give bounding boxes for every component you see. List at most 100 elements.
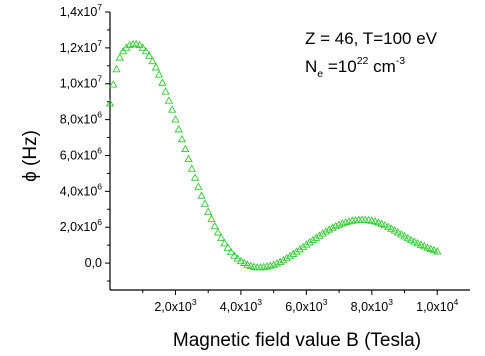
data-point <box>341 218 350 226</box>
data-point <box>344 217 354 225</box>
data-point <box>220 238 229 247</box>
data-point <box>207 214 216 223</box>
data-point <box>262 262 272 270</box>
x-tick-label: 4,0x103 <box>220 297 263 314</box>
data-point <box>413 238 422 247</box>
data-point <box>429 245 439 254</box>
plot-axes <box>109 12 470 291</box>
data-point <box>213 228 223 236</box>
data-point <box>226 247 236 256</box>
x-tick-label: 1,0x104 <box>416 297 459 314</box>
data-point <box>190 173 200 181</box>
y-tick-label: 8,0x106 <box>60 110 103 127</box>
data-point <box>151 63 160 71</box>
data-point <box>420 241 429 250</box>
data-point <box>308 235 318 243</box>
data-point <box>240 258 249 266</box>
data-point <box>210 221 219 230</box>
data-point <box>266 261 275 269</box>
data-point <box>187 164 196 172</box>
data-point <box>416 240 426 248</box>
data-points <box>105 39 442 271</box>
data-point <box>423 243 432 251</box>
annotation-density-exponent: 22 <box>357 55 369 67</box>
annotation-n-symbol: N <box>305 57 317 76</box>
data-point <box>109 80 118 88</box>
data-point <box>236 256 246 265</box>
x-tick-label: 6,0x103 <box>285 297 328 314</box>
data-point <box>426 244 435 252</box>
data-point <box>243 260 252 268</box>
data-point <box>403 233 412 242</box>
data-point <box>125 40 134 49</box>
data-point <box>217 233 226 241</box>
data-point <box>115 53 124 61</box>
data-point <box>158 78 167 86</box>
data-point <box>164 96 174 104</box>
data-point <box>285 251 295 260</box>
data-point <box>145 51 154 59</box>
data-point <box>148 56 157 65</box>
data-point <box>194 182 203 190</box>
data-point <box>174 124 183 133</box>
data-point <box>230 251 239 259</box>
data-point <box>112 64 121 73</box>
annotation-density-value: =10 <box>323 57 357 76</box>
data-point <box>433 247 442 255</box>
x-axis-title: Magnetic field value B (Tesla) <box>173 330 421 351</box>
data-point <box>200 199 210 207</box>
data-point <box>315 231 324 239</box>
data-point <box>305 237 314 246</box>
data-point <box>321 227 331 235</box>
x-tick-label: 2,0x103 <box>154 297 197 314</box>
data-point <box>135 40 144 49</box>
data-point <box>197 191 206 199</box>
y-axis-ticks: 0,0 2,0x106 4,0x106 6,0x106 8,0x106 1,0x107 1,… <box>60 2 110 282</box>
data-point <box>400 232 409 240</box>
data-point <box>331 221 340 230</box>
data-point <box>295 244 304 253</box>
data-point <box>397 230 406 238</box>
annotation-n-subscript: e <box>317 68 323 80</box>
data-point <box>223 243 232 251</box>
data-point <box>269 260 278 268</box>
annotation-unit: cm <box>368 57 395 76</box>
x-tick-label: 8,0x103 <box>351 297 394 314</box>
data-point <box>138 43 147 51</box>
data-point <box>279 255 288 264</box>
y-tick-label: 4,0x106 <box>60 181 103 198</box>
y-tick-label: 2,0x106 <box>60 217 103 234</box>
y-tick-label: 1,0x107 <box>60 74 103 91</box>
data-point <box>318 229 327 237</box>
data-point <box>171 115 180 123</box>
data-point <box>276 257 285 266</box>
data-point <box>410 237 419 245</box>
data-point <box>325 225 334 233</box>
data-point <box>184 154 193 162</box>
data-point <box>177 134 187 143</box>
data-point <box>154 70 164 78</box>
data-point <box>384 222 393 230</box>
annotation-unit-exponent: -3 <box>396 55 405 67</box>
data-point <box>406 235 416 243</box>
annotation-line-2: Ne =1022 cm-3 <box>305 55 405 80</box>
data-point <box>338 219 347 227</box>
data-point <box>181 144 190 153</box>
data-point <box>312 233 321 241</box>
data-point <box>289 249 298 257</box>
data-point <box>118 46 128 55</box>
x-axis-ticks: 2,0x103 4,0x103 6,0x103 8,0x103 1,0x104 <box>142 290 459 314</box>
data-point <box>334 220 344 228</box>
data-point <box>233 254 242 262</box>
annotation-line-1: Z = 46, T=100 eV <box>305 29 438 48</box>
data-point <box>298 242 308 250</box>
y-tick-label: 6,0x106 <box>60 145 103 162</box>
data-point <box>272 259 282 267</box>
y-tick-label: 0,0 <box>85 256 102 270</box>
data-point <box>377 219 386 227</box>
y-axis-title: ϕ (Hz) <box>20 130 41 182</box>
data-point <box>328 223 337 231</box>
data-point <box>105 98 115 107</box>
data-point <box>161 87 170 95</box>
